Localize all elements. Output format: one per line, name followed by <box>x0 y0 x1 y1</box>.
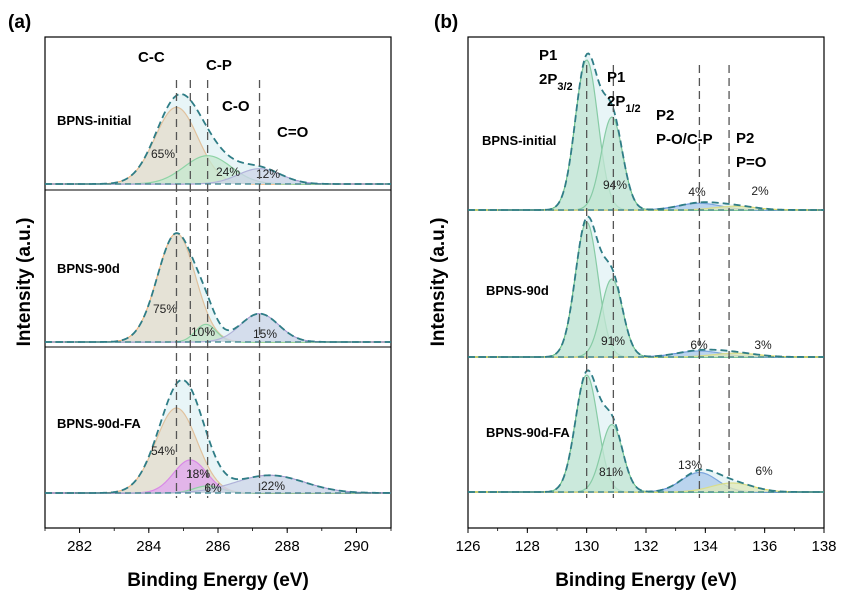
peak-label-line2: P=O <box>736 154 767 171</box>
component-percent-label: 22% <box>261 479 285 493</box>
component-percent-label: 94% <box>603 178 627 192</box>
x-tick-label: 128 <box>515 538 540 555</box>
peak-label-line2: 2P1/2 <box>607 93 641 115</box>
peak-label-line2: 2P3/2 <box>539 71 573 93</box>
panel-a-frame <box>44 36 392 529</box>
peak-label-line1: P2 <box>656 107 674 124</box>
component-percent-label: 6% <box>204 481 222 495</box>
component-percent-label: 75% <box>153 302 177 316</box>
peak-label: C-O <box>222 98 250 115</box>
x-tick-label: 132 <box>633 538 658 555</box>
component-percent-label: 65% <box>151 147 175 161</box>
envelope-fill <box>45 94 391 184</box>
x-tick-label: 290 <box>344 538 369 555</box>
component-percent-label: 2% <box>751 184 769 198</box>
sample-label: BPNS-initial <box>57 113 131 128</box>
panel-b-xlabel: Binding Energy (eV) <box>555 570 737 591</box>
component-percent-label: 12% <box>256 167 280 181</box>
peak-label-line1: P1 <box>607 69 625 86</box>
sample-label: BPNS-90d <box>57 261 120 276</box>
peak-label: C-P <box>206 57 232 74</box>
component-percent-label: 24% <box>216 165 240 179</box>
spectrum-bpns-90d-fa: BPNS-90d-FA 81% 13% 6% <box>468 369 824 493</box>
spectrum-bpns-90d: BPNS-90d91%6%3% <box>468 215 824 358</box>
component-fill-c-p <box>45 459 391 493</box>
panel-a-peak-guides <box>175 80 261 498</box>
peak-label: C=O <box>277 124 309 141</box>
peak-label-line1: P2 <box>736 130 754 147</box>
spectrum-bpns-initial: BPNS-initial 65% 24% 12% <box>45 93 391 185</box>
component-percent-label: 4% <box>688 185 706 199</box>
envelope-line <box>45 93 391 185</box>
envelope-line <box>45 378 391 494</box>
peak-label-line1: P1 <box>539 47 557 64</box>
sample-label: BPNS-90d-FA <box>57 416 141 431</box>
component-fill-2p1/2 <box>468 117 824 210</box>
component-percent-label: 54% <box>151 444 175 458</box>
x-tick-label: 134 <box>693 538 718 555</box>
sample-label: BPNS-initial <box>482 133 556 148</box>
envelope-line <box>468 52 824 211</box>
peak-label: C-C <box>138 49 165 66</box>
component-percent-label: 3% <box>754 338 772 352</box>
envelope-line <box>45 232 391 343</box>
envelope-fill <box>45 379 391 493</box>
envelope-line <box>468 369 824 493</box>
panel-a-xlabel: Binding Energy (eV) <box>127 570 309 591</box>
x-tick-label: 126 <box>455 538 480 555</box>
panel-b-label: (b) <box>434 12 458 33</box>
component-fill-c-p/c-o <box>45 155 391 184</box>
panel-a-peak-labels: C-C C-P C-O C=O <box>138 49 309 141</box>
x-tick-label: 288 <box>275 538 300 555</box>
sample-label: BPNS-90d-FA <box>486 425 570 440</box>
panel-a: (a) Binding Energy (eV) Intensity (a.u.)… <box>8 12 392 591</box>
panel-b: (b) Binding Energy (eV) Intensity (a.u.)… <box>428 12 837 591</box>
peak-label-line2: P-O/C-P <box>656 131 713 148</box>
panel-b-spectra: BPNS-initial94%4%2%BPNS-90d91%6%3%BPNS-9… <box>468 52 824 493</box>
component-percent-label: 18% <box>186 467 210 481</box>
panel-a-x-ticks: 282 284 286 288 290 <box>44 528 392 555</box>
x-tick-label: 136 <box>752 538 777 555</box>
component-fill-c=o <box>45 475 391 493</box>
panel-b-peak-guides <box>586 65 730 498</box>
component-percent-label: 13% <box>678 458 702 472</box>
sample-label: BPNS-90d <box>486 283 549 298</box>
spectrum-bpns-90d: BPNS-90d 75% 10% 15% <box>45 232 391 343</box>
panel-b-x-ticks: 126 128 130 132 134 136 138 <box>455 528 837 555</box>
component-percent-label: 10% <box>191 325 215 339</box>
x-tick-label: 284 <box>136 538 161 555</box>
x-tick-label: 138 <box>811 538 836 555</box>
spectrum-bpns-initial: BPNS-initial 94% 4% 2% <box>468 52 824 211</box>
component-line-2p1/2 <box>468 116 824 211</box>
component-percent-label: 81% <box>599 465 623 479</box>
panel-a-ylabel: Intensity (a.u.) <box>14 218 35 347</box>
x-tick-label: 286 <box>205 538 230 555</box>
panel-a-label: (a) <box>8 12 31 33</box>
panel-b-ylabel: Intensity (a.u.) <box>428 218 449 347</box>
component-fill-p=o <box>468 353 824 357</box>
envelope-fill <box>468 53 824 210</box>
envelope-fill <box>45 233 391 342</box>
component-fill-p=o <box>468 483 824 492</box>
component-percent-label: 6% <box>755 464 773 478</box>
spectrum-bpns-90d-fa: BPNS-90d-FA 54% 18%6% 22% <box>45 378 391 495</box>
x-tick-label: 130 <box>574 538 599 555</box>
x-tick-label: 282 <box>67 538 92 555</box>
component-percent-label: 15% <box>253 327 277 341</box>
panel-b-peak-labels: P1 2P3/2 P1 2P1/2 P2 P-O/C-P P2 P=O <box>539 47 767 171</box>
envelope-line <box>468 215 824 358</box>
component-fill-p=o <box>468 206 824 210</box>
